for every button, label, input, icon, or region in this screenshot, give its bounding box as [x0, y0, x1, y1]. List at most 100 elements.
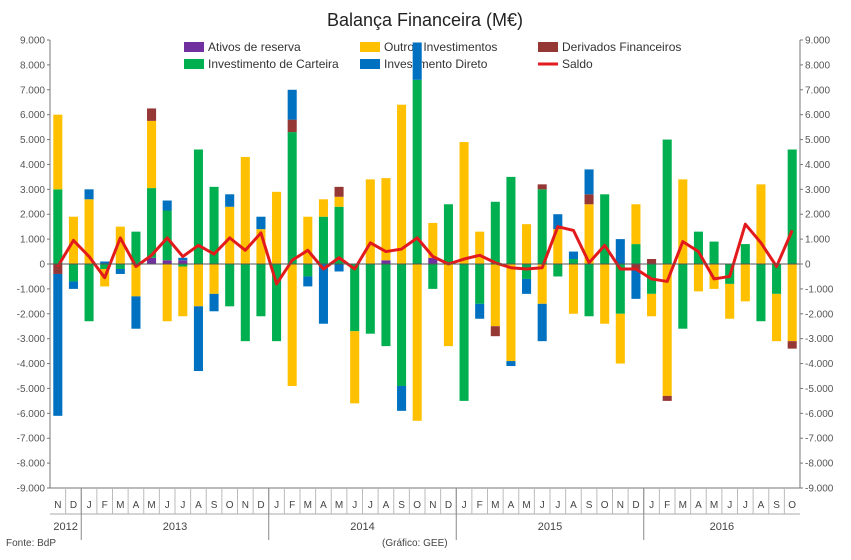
- bar-segment: [334, 196, 344, 207]
- bar-segment: [53, 114, 63, 190]
- bar-segment: [568, 264, 578, 314]
- year-label: 2012: [53, 521, 77, 533]
- bar-segment: [553, 264, 563, 277]
- bar-segment: [490, 201, 500, 264]
- month-label: A: [758, 500, 765, 511]
- bar-segment: [303, 264, 313, 277]
- bar-segment: [568, 259, 578, 264]
- month-label: M: [491, 500, 499, 511]
- bar-segment: [725, 283, 735, 319]
- bar-segment: [256, 264, 266, 317]
- month-label: M: [116, 500, 124, 511]
- month-label: S: [211, 500, 218, 511]
- bar-segment: [178, 260, 188, 264]
- bar-segment: [397, 104, 407, 265]
- bar-segment: [553, 214, 563, 230]
- y-tick-label-right: -3.000: [805, 334, 834, 345]
- bar-segment: [772, 293, 782, 342]
- y-tick-label-right: -1.000: [805, 284, 834, 295]
- bar-segment: [225, 264, 235, 307]
- month-label: O: [601, 500, 609, 511]
- bar-segment: [584, 194, 594, 205]
- bar-segment: [522, 264, 532, 279]
- bar-segment: [631, 244, 641, 264]
- y-tick-label-right: -6.000: [805, 409, 834, 420]
- month-label: O: [413, 500, 421, 511]
- bar-segment: [475, 264, 485, 304]
- bar-segment: [84, 264, 94, 322]
- bar-segment: [506, 361, 516, 367]
- legend: Ativos de reserva Outros Investimentos Der…: [184, 40, 681, 71]
- month-label: S: [773, 500, 780, 511]
- month-label: A: [133, 500, 140, 511]
- bar-segment: [443, 264, 453, 347]
- month-label: J: [743, 500, 748, 511]
- month-label: A: [383, 500, 390, 511]
- bar-segment: [397, 385, 407, 411]
- bar-segment: [522, 278, 532, 294]
- month-label: M: [679, 500, 687, 511]
- month-label: D: [632, 500, 639, 511]
- legend-label: Investimento Direto: [384, 57, 488, 71]
- bar-segment: [287, 119, 297, 133]
- bar-segment: [256, 229, 266, 264]
- legend-label: Ativos de reserva: [208, 40, 301, 54]
- bar-segment: [287, 132, 297, 264]
- bar-segment: [100, 261, 110, 264]
- bar-segment: [693, 231, 703, 264]
- bar-segment: [506, 176, 516, 264]
- month-label: N: [54, 500, 61, 511]
- bar-segment: [443, 204, 453, 264]
- y-tick-label-left: -1.000: [17, 284, 46, 295]
- y-tick-label-right: 0: [805, 260, 811, 271]
- bar-segment: [225, 206, 235, 264]
- bar-segment: [162, 200, 172, 211]
- y-tick-label-right: 5.000: [805, 135, 830, 146]
- y-tick-label-left: 7.000: [20, 85, 45, 96]
- y-tick-label-right: 2.000: [805, 210, 830, 221]
- year-label: 2016: [710, 521, 734, 533]
- bar-segment: [412, 79, 422, 264]
- y-tick-label-left: -8.000: [17, 459, 46, 470]
- bar-segment: [631, 268, 641, 299]
- bar-segment: [240, 156, 250, 264]
- y-tick-label-left: 4.000: [20, 160, 45, 171]
- credit-note: (Gráfico: GEE): [382, 538, 448, 549]
- bar-segment: [350, 264, 360, 332]
- y-tick-label-left: 0: [39, 260, 45, 271]
- y-tick-label-left: -9.000: [17, 484, 46, 495]
- y-tick-label-left: 2.000: [20, 210, 45, 221]
- bar-segment: [537, 264, 547, 304]
- bar-segment: [272, 264, 282, 342]
- month-label: J: [274, 500, 279, 511]
- month-label: F: [477, 500, 483, 511]
- year-label: 2013: [163, 521, 187, 533]
- month-label: N: [617, 500, 624, 511]
- y-tick-label-right: 7.000: [805, 85, 830, 96]
- y-tick-label-right: -8.000: [805, 459, 834, 470]
- month-label: D: [257, 500, 264, 511]
- month-label: J: [540, 500, 545, 511]
- bar-segment: [53, 189, 63, 264]
- source-note: Fonte: BdP: [6, 538, 57, 549]
- bar-segment: [365, 179, 375, 264]
- bar-segment: [193, 264, 203, 307]
- bar-segment: [365, 264, 375, 334]
- legend-swatch: [184, 59, 204, 69]
- y-tick-label-left: -5.000: [17, 384, 46, 395]
- bar-segment: [115, 226, 125, 264]
- bar-segment: [568, 251, 578, 260]
- y-tick-label-right: -4.000: [805, 359, 834, 370]
- bar-segment: [147, 188, 157, 258]
- bar-segment: [709, 241, 719, 264]
- month-label: J: [165, 500, 170, 511]
- bar-segment: [68, 281, 78, 289]
- bar-segment: [334, 264, 344, 272]
- bar-segment: [631, 204, 641, 245]
- saldo-line: [56, 222, 794, 286]
- bar-segment: [178, 257, 188, 261]
- bar-segment: [615, 264, 625, 314]
- month-label: J: [87, 500, 92, 511]
- bar-segment: [350, 331, 360, 404]
- month-label: A: [508, 500, 515, 511]
